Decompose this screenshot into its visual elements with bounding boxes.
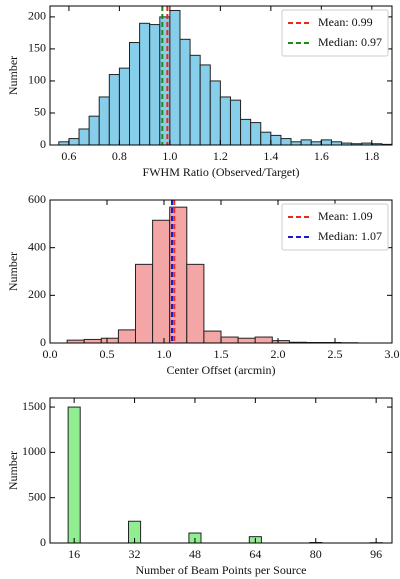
- x-axis-label: Center Offset (arcmin): [166, 363, 275, 377]
- x-axis-label: Number of Beam Points per Source: [136, 563, 307, 577]
- bar: [237, 337, 256, 344]
- bar: [149, 24, 161, 146]
- y-tick-label: 200: [28, 287, 46, 301]
- x-tick-label: 2.0: [271, 347, 286, 361]
- x-tick-label: 1.6: [314, 149, 329, 163]
- bar: [179, 38, 191, 146]
- axes-frame: [49, 397, 393, 544]
- bar: [98, 96, 110, 146]
- x-tick-label: 3.0: [385, 347, 400, 361]
- x-tick-label: 0.5: [100, 347, 115, 361]
- x-tick-label: 64: [249, 547, 261, 561]
- legend-label: Median: 0.97: [318, 35, 382, 49]
- y-tick-label: 100: [28, 73, 46, 87]
- y-tick-label: 50: [34, 105, 46, 119]
- y-axis-label: Number: [6, 252, 20, 291]
- bar: [108, 74, 120, 146]
- x-tick-label: 1.0: [162, 149, 177, 163]
- y-tick-label: 0: [40, 535, 46, 549]
- bar: [260, 131, 272, 146]
- x-tick-label: 1.5: [214, 347, 229, 361]
- legend-box: [281, 203, 389, 251]
- bar: [88, 115, 100, 146]
- y-axis-label: Number: [6, 56, 20, 95]
- bar: [129, 42, 141, 146]
- x-tick-label: 2.5: [328, 347, 343, 361]
- y-tick-label: 150: [28, 41, 46, 55]
- y-tick-label: 1000: [22, 444, 46, 458]
- bar: [135, 263, 154, 344]
- x-tick-label: 0.0: [43, 347, 58, 361]
- x-tick-label: 0.6: [61, 149, 76, 163]
- bar: [320, 139, 332, 146]
- bar: [152, 219, 171, 344]
- bar: [229, 99, 242, 146]
- y-tick-label: 1500: [22, 399, 46, 413]
- bar: [219, 96, 231, 146]
- y-axis-label: Number: [6, 451, 20, 490]
- legend-box: [281, 9, 389, 57]
- y-tick-label: 600: [28, 192, 46, 206]
- x-tick-label: 80: [310, 547, 322, 561]
- bar: [159, 16, 171, 146]
- x-tick-label: 48: [189, 547, 201, 561]
- x-tick-label: 1.4: [263, 149, 278, 163]
- bar: [83, 338, 102, 344]
- legend-label: Mean: 0.99: [318, 15, 373, 29]
- bar: [68, 138, 80, 146]
- bar: [100, 337, 119, 344]
- x-tick-label: 16: [68, 547, 80, 561]
- y-tick-label: 0: [40, 137, 46, 151]
- legend-label: Median: 1.07: [318, 229, 382, 243]
- bar: [220, 336, 239, 344]
- x-tick-label: 32: [129, 547, 141, 561]
- bar: [209, 80, 221, 146]
- axes-frame: [49, 5, 393, 146]
- x-tick-label: 1.2: [213, 149, 228, 163]
- bar: [189, 54, 201, 146]
- bar: [300, 139, 312, 146]
- x-tick-label: 0.8: [112, 149, 127, 163]
- x-tick-label: 96: [370, 547, 382, 561]
- y-tick-label: 200: [28, 9, 46, 23]
- bar: [186, 263, 205, 344]
- bar: [199, 64, 211, 146]
- bar: [169, 9, 181, 146]
- bar: [203, 330, 222, 344]
- bar: [240, 118, 252, 146]
- x-tick-label: 1.8: [364, 149, 379, 163]
- y-tick-label: 500: [28, 489, 46, 503]
- y-tick-label: 400: [28, 239, 46, 253]
- x-axis-label: FWHM Ratio (Observed/Target): [143, 165, 300, 179]
- bar: [254, 336, 273, 344]
- bar: [270, 134, 282, 146]
- bar: [78, 128, 90, 146]
- bar: [139, 22, 151, 146]
- bar: [118, 67, 131, 146]
- bar: [280, 138, 292, 146]
- bar: [67, 406, 81, 544]
- bar: [250, 122, 262, 146]
- bar: [117, 329, 137, 344]
- y-tick-label: 0: [40, 335, 46, 349]
- legend-label: Mean: 1.09: [318, 209, 373, 223]
- x-tick-label: 1.0: [157, 347, 172, 361]
